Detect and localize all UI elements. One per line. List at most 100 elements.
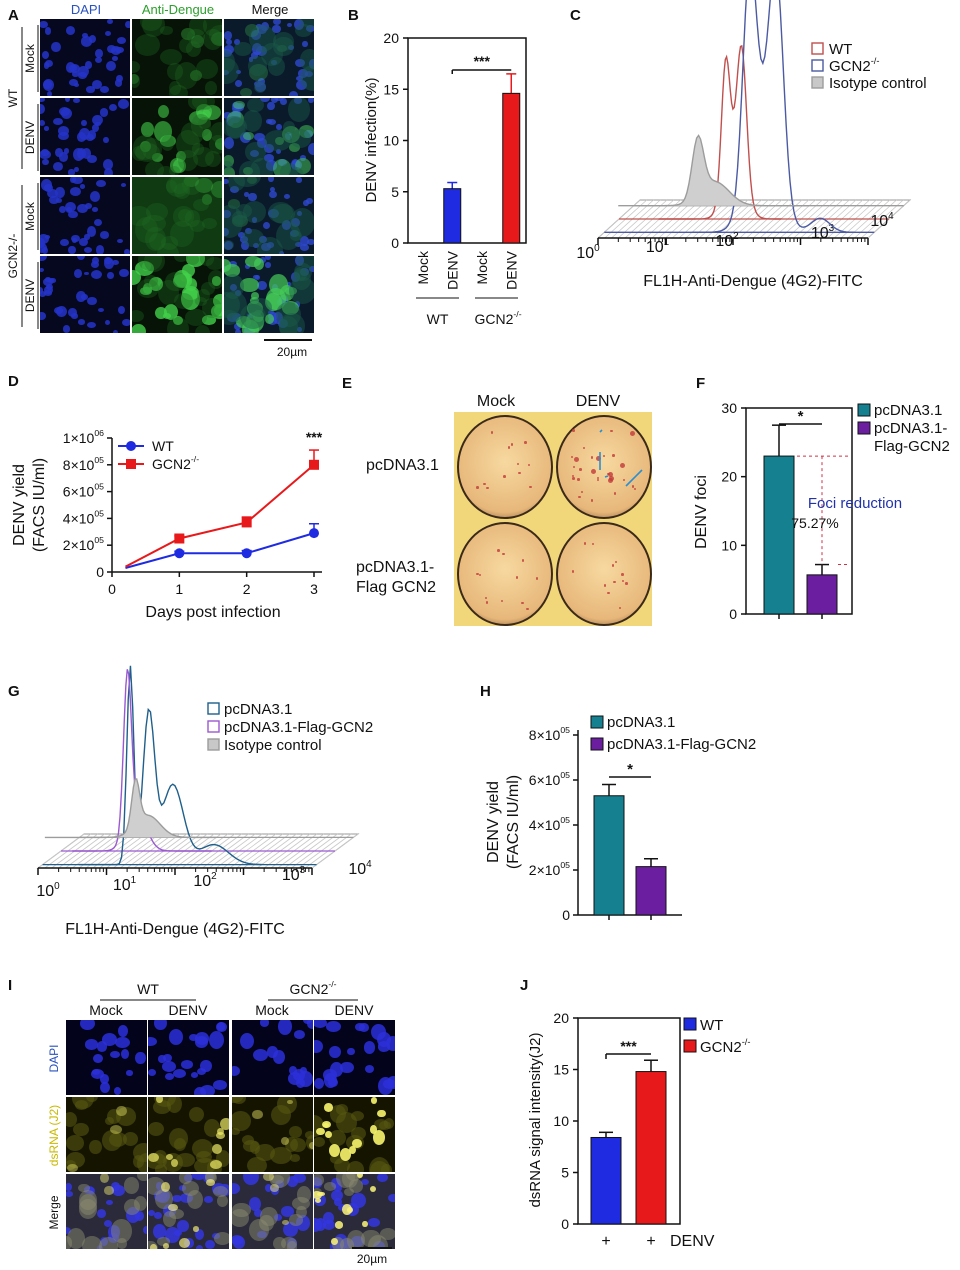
cell-blob — [328, 1143, 341, 1158]
cell-blob — [135, 1052, 146, 1064]
cell-blob — [295, 1077, 305, 1089]
cell-blob — [157, 104, 169, 119]
cell-blob — [314, 1039, 323, 1053]
bar-1 — [635, 1071, 667, 1225]
cell-blob — [233, 100, 245, 110]
cell-blob — [72, 148, 84, 161]
cell-blob — [279, 250, 285, 254]
plaque-focus — [610, 429, 613, 433]
cell-blob — [76, 290, 87, 303]
cell-blob — [197, 1068, 207, 1076]
legend-marker — [126, 459, 136, 469]
dapi-tile — [40, 98, 130, 175]
plaque-focus — [516, 462, 520, 466]
panel-letter: D — [8, 373, 19, 390]
cell-blob — [253, 274, 259, 280]
focus-arrow — [625, 469, 643, 487]
tick-base: 0 — [96, 564, 104, 580]
cell-blob — [303, 200, 309, 207]
plaque-focus — [486, 486, 489, 490]
cell-blob — [58, 205, 66, 213]
cell-blob — [291, 217, 301, 228]
y-tick-label: 5 — [561, 1165, 569, 1181]
cell-blob — [173, 159, 186, 174]
tick-exponent: -/- — [191, 454, 199, 464]
cell-blob — [191, 98, 216, 110]
cell-blob — [44, 290, 53, 296]
merge-tile — [224, 177, 314, 254]
cell-blob — [86, 321, 97, 329]
tick-base: 10 — [113, 877, 131, 894]
cell-blob — [243, 1174, 259, 1186]
point-marker — [309, 459, 319, 470]
plaque-well — [556, 415, 652, 519]
cell-blob — [40, 290, 47, 298]
cell-blob — [266, 1045, 279, 1058]
cell-blob — [174, 293, 193, 309]
cell-blob — [296, 210, 302, 217]
cell-blob — [314, 1114, 324, 1137]
tick-base: GCN2 — [700, 1039, 742, 1056]
cell-blob — [280, 1236, 298, 1249]
cell-blob — [91, 207, 98, 213]
cell-blob — [273, 1050, 286, 1065]
plaque-focus — [524, 441, 527, 444]
plaque-focus — [622, 478, 626, 482]
cell-blob — [43, 183, 54, 193]
cell-blob — [191, 143, 204, 155]
dengue-tile — [132, 98, 222, 175]
plaque-focus — [535, 577, 539, 580]
cell-blob — [85, 1039, 98, 1050]
row-label-denv: DENV — [23, 279, 37, 312]
cell-blob — [283, 1221, 299, 1238]
cell-blob — [240, 1032, 254, 1050]
x-tick-label: 102 — [193, 871, 217, 890]
cell-blob — [116, 238, 123, 243]
cell-blob — [59, 107, 70, 117]
plaque-focus — [620, 462, 626, 468]
cell-blob — [248, 192, 257, 202]
panel-letter: E — [342, 375, 352, 392]
cell-blob — [40, 98, 46, 103]
y-tick-label: 0 — [562, 907, 570, 923]
cell-blob — [160, 236, 179, 250]
cell-blob — [90, 260, 100, 268]
cell-blob — [205, 150, 221, 167]
legend-label-gcn2: GCN2-/- — [700, 1037, 750, 1056]
tick-base: 10 — [715, 233, 733, 250]
column-label-dapi: DAPI — [71, 2, 101, 17]
y-tick-label: 4×1005 — [63, 508, 104, 526]
cell-blob — [246, 300, 264, 316]
cell-blob — [227, 111, 245, 128]
cell-blob — [276, 149, 282, 155]
cell-blob — [53, 118, 63, 126]
cell-blob — [63, 148, 70, 155]
cell-blob — [252, 43, 262, 55]
cell-blob — [137, 256, 162, 272]
legend-label-pcdna: pcDNA3.1 — [224, 701, 292, 718]
cell-blob — [322, 1122, 330, 1128]
series-line-1 — [125, 464, 315, 568]
cell-blob — [265, 1184, 273, 1192]
cell-blob — [294, 241, 303, 248]
cell-blob — [174, 61, 199, 89]
cell-blob — [264, 256, 271, 261]
cell-blob — [232, 1208, 250, 1227]
cell-blob — [296, 79, 307, 91]
cell-blob — [152, 1223, 167, 1239]
cell-blob — [306, 238, 314, 245]
column-label-denv: DENV — [169, 1002, 209, 1018]
plaque-focus — [478, 573, 482, 577]
cell-blob — [79, 1194, 98, 1216]
cell-blob — [90, 269, 102, 279]
cell-blob — [40, 233, 49, 244]
cell-blob — [81, 119, 87, 126]
cell-blob — [213, 1079, 227, 1090]
cell-blob — [66, 1182, 72, 1192]
cell-blob — [132, 145, 146, 162]
y-tick-label: 20 — [721, 469, 737, 485]
cell-blob — [216, 1195, 228, 1207]
cell-blob — [239, 87, 253, 96]
cell-blob — [339, 1147, 351, 1161]
cell-blob — [170, 1158, 178, 1168]
